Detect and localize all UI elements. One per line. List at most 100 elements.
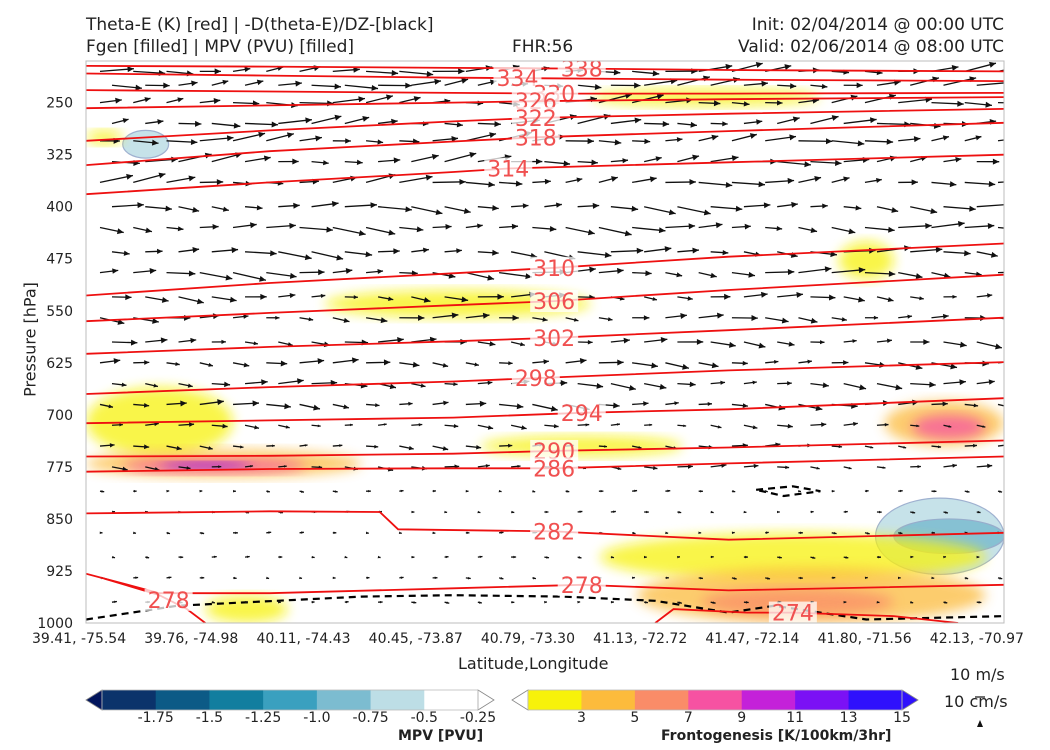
wind-vector: [266, 315, 280, 320]
wind-vector: [577, 423, 590, 427]
wind-vector: [876, 423, 889, 427]
wind-vector: [677, 206, 711, 216]
wind-vector: [743, 380, 757, 385]
wind-vector: [798, 266, 832, 274]
wind-vector: [398, 531, 402, 535]
fgen-colorbar: 3 5 7 9 11 13 15: [511, 689, 919, 726]
vector-scale: [975, 696, 985, 727]
wind-vector: [299, 226, 333, 233]
wind-vector: [731, 490, 736, 493]
wind-vector: [344, 202, 377, 209]
wind-vector: [997, 101, 1004, 104]
wind-vector: [266, 576, 270, 580]
y-tick-label: 475: [46, 252, 73, 268]
wind-vector: [211, 296, 237, 303]
wind-vector: [133, 97, 151, 104]
wind-vector: [477, 341, 496, 347]
wind-vector: [997, 69, 1004, 73]
wind-vector: [266, 444, 275, 448]
theta-e-contour-334: [86, 72, 1004, 82]
wind-vector: [444, 601, 450, 604]
wind-vector: [632, 138, 651, 145]
wind-vector: [299, 576, 303, 580]
wind-vector: [743, 202, 771, 209]
wind-vector: [610, 82, 641, 89]
wind-vector: [166, 226, 184, 232]
wind-vector: [910, 424, 920, 428]
wind-vector: [444, 77, 469, 86]
fgen-colorbar-segment: [688, 690, 743, 710]
wind-vector: [278, 555, 283, 559]
x-tick-label: 42.13, -70.97: [930, 631, 1024, 647]
wind-vector: [644, 296, 658, 301]
wind-vector: [411, 510, 415, 514]
wind-vector: [199, 224, 219, 230]
wind-vector: [698, 362, 719, 369]
y-tick-label: 1000: [37, 616, 73, 632]
wind-vector: [743, 463, 759, 469]
wind-vector: [344, 84, 379, 91]
wind-vector: [710, 341, 736, 348]
wind-vector: [344, 555, 348, 559]
mpv-colorbar-segment: [263, 690, 318, 710]
wind-vector: [244, 379, 268, 386]
wind-vector: [997, 139, 1004, 142]
wind-vector: [777, 556, 782, 559]
wind-vector: [577, 159, 598, 166]
wind-vector: [332, 96, 366, 104]
wind-vector: [411, 296, 431, 303]
y-tick-label: 625: [46, 356, 73, 372]
wind-vector: [644, 120, 670, 127]
y-tick-label: 775: [46, 460, 73, 476]
wind-vector: [710, 77, 740, 86]
wind-vector: [178, 206, 200, 213]
wind-vector: [178, 382, 193, 388]
wind-vector: [244, 79, 264, 86]
wind-vector: [233, 400, 260, 407]
wind-vector: [610, 337, 630, 344]
wind-vector: [931, 401, 948, 407]
wind-vector: [366, 576, 370, 580]
wind-vector: [366, 70, 399, 77]
fgen-colorbar-segment: [848, 690, 903, 710]
wind-vector: [910, 381, 936, 388]
wind-vector: [499, 361, 513, 366]
wind-vector: [777, 83, 797, 89]
wind-vector: [411, 153, 439, 163]
wind-vector: [532, 178, 551, 185]
y-tick-label: 400: [46, 200, 73, 216]
wind-vector: [311, 251, 344, 261]
wind-vector: [743, 119, 763, 125]
wind-vector: [145, 296, 169, 303]
wind-vector: [399, 576, 404, 579]
wind-vector: [976, 555, 980, 559]
wind-vector: [211, 423, 228, 429]
wind-vector: [864, 226, 895, 233]
theta-e-label-bg: [530, 457, 579, 480]
wind-vector: [743, 291, 768, 298]
wind-vector: [278, 251, 312, 261]
wind-vector: [810, 115, 839, 125]
wind-vector: [910, 246, 943, 253]
wind-vector: [432, 135, 459, 142]
wind-vector: [166, 400, 187, 407]
wind-vector: [266, 360, 288, 367]
wind-vector: [99, 443, 115, 448]
wind-vector: [765, 100, 783, 106]
wind-vector: [843, 556, 849, 559]
wind-scale-arrow-v: [977, 720, 983, 727]
wind-vector: [145, 382, 159, 388]
wind-vector: [244, 341, 259, 346]
wind-vector: [199, 179, 224, 186]
wind-vector: [864, 315, 879, 320]
wind-vector: [133, 531, 137, 535]
wind-vector: [598, 226, 632, 237]
wind-vector: [432, 223, 452, 230]
wind-vector: [610, 555, 615, 559]
wind-vector: [111, 423, 123, 427]
wind-vector: [876, 555, 881, 559]
wind-vector: [976, 463, 993, 469]
wind-vector: [565, 358, 587, 364]
mpv-colorbar-segment: [209, 690, 264, 710]
